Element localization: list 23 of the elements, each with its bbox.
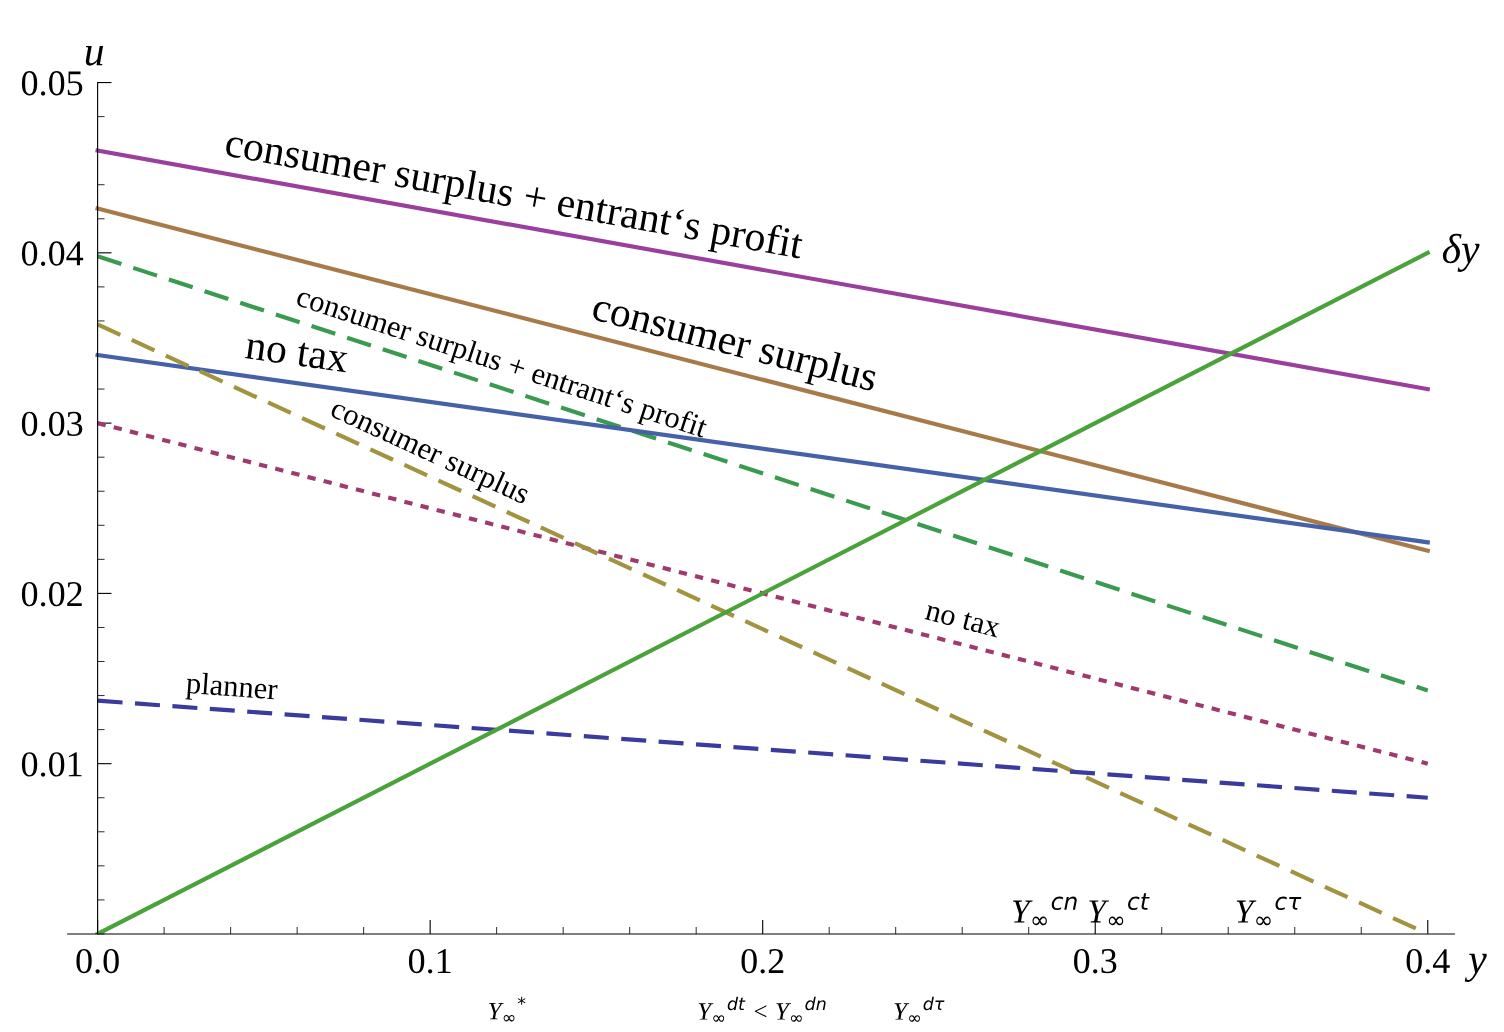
y-tick-label: 0.04 — [21, 241, 84, 266]
annotation: planner — [185, 671, 279, 706]
y-tick-label: 0.03 — [21, 411, 83, 437]
y-tick-label: 0.02 — [21, 581, 82, 607]
annotation: Y$_{∞}$$^{ct}$ — [1089, 893, 1150, 926]
text: Y$_{∞}$$^{dτ}$ — [894, 996, 945, 1022]
series-label: δy — [1442, 233, 1480, 272]
y-tick-label: 0.01 — [21, 752, 82, 777]
x-tick-label: 0.2 — [741, 948, 784, 974]
y-tick-label: 0.05 — [21, 71, 83, 96]
x-tick-label: 0.0 — [76, 948, 119, 974]
annotation: Y$_{∞}$$^{cτ}$ — [1236, 896, 1302, 926]
text: Y$_{∞}$$^{*}$ — [489, 996, 526, 1022]
x-tick-label: 0.3 — [1074, 948, 1117, 974]
x-tick-label: 0.4 — [1406, 948, 1450, 974]
x-tick-label: 0.1 — [408, 948, 451, 974]
annotation: no tax — [244, 334, 349, 373]
y-axis-title: u — [85, 46, 104, 66]
x-axis-title: y — [1464, 953, 1487, 982]
annotation: no tax — [924, 602, 1001, 638]
annotation: consumer surplus + entrant‘s profit — [223, 126, 805, 268]
annotation: Y$_{∞}$$^{cn}$ — [1013, 896, 1077, 926]
text: Y$_{∞}$$^{dt}$ < Y$_{∞}$$^{dn}$ — [698, 996, 826, 1022]
